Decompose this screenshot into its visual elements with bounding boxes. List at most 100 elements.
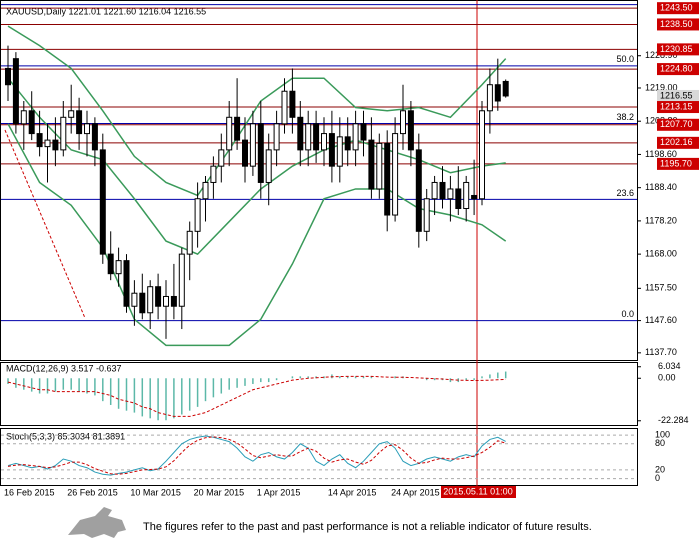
- candle-body: [447, 188, 454, 200]
- main-frame: [0, 0, 638, 361]
- y-tick-label: 1178.20: [645, 215, 677, 225]
- candle-body: [423, 198, 430, 232]
- level-box: [657, 118, 699, 131]
- candle-body: [494, 84, 501, 102]
- level-box: [657, 157, 699, 170]
- level-label: 1224.80: [660, 63, 693, 73]
- level-box: [657, 63, 699, 76]
- candle-body: [305, 123, 312, 151]
- fib-label: 38.2: [616, 112, 634, 122]
- candle-body: [218, 149, 225, 167]
- macd-signal: [7, 375, 506, 417]
- candle-body: [91, 123, 98, 151]
- y-tick-label: 0: [655, 473, 660, 483]
- candle-body: [44, 139, 51, 148]
- x-tick-label: 20 Mar 2015: [194, 487, 245, 497]
- candle-body: [336, 136, 343, 167]
- macd-frame: [0, 362, 638, 426]
- x-tick-label: 26 Feb 2015: [67, 487, 118, 497]
- candle-body: [297, 116, 304, 151]
- candle-body: [242, 139, 248, 167]
- candle-body: [68, 110, 75, 118]
- candle-body: [52, 139, 59, 151]
- x-tick-label: 16 Feb 2015: [4, 487, 55, 497]
- candle-body: [131, 292, 138, 307]
- candle-body: [273, 123, 280, 151]
- candle-body: [384, 142, 391, 216]
- candle-body: [289, 90, 296, 118]
- candle-body: [313, 123, 320, 151]
- cursor-box: [441, 486, 516, 498]
- stoch-title: Stoch(5,3,3) 85.3034 81.3891: [6, 431, 125, 441]
- y-tick-label: 100: [655, 429, 670, 439]
- candle-body: [352, 123, 359, 151]
- candle-body: [257, 123, 264, 183]
- fib-label: 61.8: [616, 0, 634, 3]
- y-tick-label: 1219.00: [645, 82, 678, 92]
- candle-body: [502, 80, 509, 97]
- candle-body: [249, 123, 256, 167]
- level-box: [657, 2, 699, 15]
- candle-body: [415, 149, 422, 232]
- y-tick-label: 1168.00: [645, 248, 677, 258]
- candle-body: [392, 133, 399, 216]
- candle-body: [76, 110, 83, 135]
- level-label: 1243.50: [660, 3, 693, 13]
- candle-body: [170, 295, 177, 307]
- candle-body: [20, 110, 27, 125]
- level-label: 1230.85: [660, 44, 693, 54]
- candle-body: [60, 116, 67, 151]
- candle-body: [471, 194, 478, 200]
- candle-body: [12, 58, 19, 125]
- candle-body: [28, 110, 35, 135]
- candle-body: [234, 116, 241, 141]
- level-label: 1195.70: [660, 158, 692, 168]
- level-box: [657, 43, 699, 56]
- candle-body: [376, 142, 383, 190]
- candle-body: [194, 198, 201, 232]
- candle-body: [455, 188, 462, 210]
- candle-body: [431, 181, 438, 200]
- level-box: [657, 101, 699, 114]
- macd-title: MACD(12,26,9) 3.517 -0.637: [6, 363, 122, 373]
- candle-body: [486, 84, 493, 112]
- stoch-signal: [7, 436, 506, 475]
- level-label: 1216.55: [660, 90, 693, 100]
- logo: [68, 507, 126, 538]
- candle-body: [439, 181, 446, 200]
- x-tick-label: 10 Mar 2015: [130, 487, 181, 497]
- x-tick-label: 14 Apr 2015: [328, 487, 377, 497]
- candle-body: [202, 181, 209, 200]
- candle-body: [400, 110, 406, 135]
- fib-label: 23.6: [616, 188, 634, 198]
- stoch-frame: [0, 428, 638, 486]
- level-label: 1238.50: [660, 19, 693, 29]
- level-label: 1207.70: [660, 119, 693, 129]
- candle-body: [210, 165, 217, 183]
- candle-body: [321, 133, 327, 151]
- level-label: 1213.15: [660, 101, 693, 111]
- y-tick-label: 1157.50: [645, 283, 677, 293]
- y-tick-label: 6.034: [658, 361, 681, 371]
- candle-body: [407, 110, 414, 151]
- candle-body: [36, 133, 43, 148]
- x-tick-label: 24 Apr 2015: [391, 487, 440, 497]
- candle-body: [139, 292, 146, 314]
- candle-body: [463, 181, 470, 210]
- y-tick-label: 20: [655, 464, 665, 474]
- cursor-label: 2015.05.11 01:00: [443, 486, 512, 496]
- bull-icon: [68, 507, 126, 538]
- candle-body: [178, 253, 185, 307]
- level-box: [657, 136, 699, 149]
- candle-body: [368, 139, 375, 190]
- fib-label: 0.0: [621, 309, 634, 319]
- y-tick-label: -22.284: [658, 415, 689, 425]
- y-tick-label: 0.00: [658, 373, 676, 383]
- candle-body: [328, 133, 335, 167]
- candle-body: [147, 286, 154, 314]
- x-tick-label: 1 Apr 2015: [257, 487, 301, 497]
- y-tick-label: 1137.70: [645, 347, 677, 357]
- level-label: 1202.16: [660, 137, 693, 147]
- candle-body: [226, 116, 233, 151]
